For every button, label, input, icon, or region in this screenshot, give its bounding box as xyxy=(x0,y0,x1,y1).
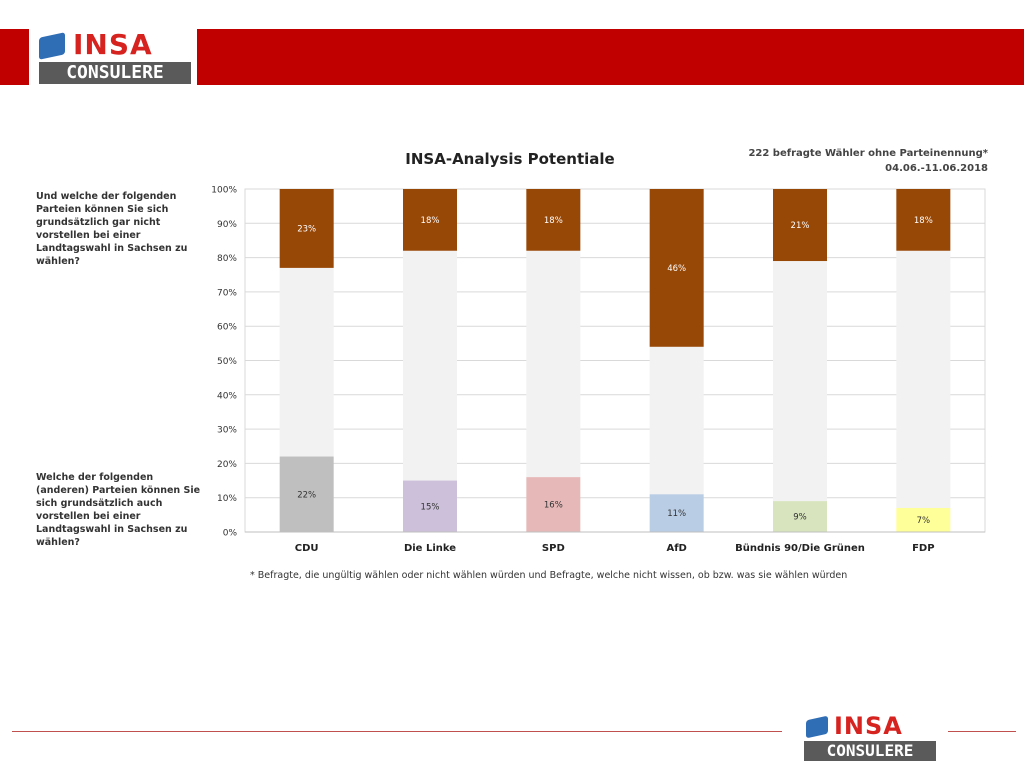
y-tick-label: 60% xyxy=(217,323,237,333)
bar-middle-segment xyxy=(526,250,581,478)
footnote: * Befragte, die ungültig wählen oder nic… xyxy=(250,570,848,581)
potential-value-label: 9% xyxy=(793,513,807,523)
y-tick-label: 100% xyxy=(211,186,237,196)
logo-insa-text: INSA xyxy=(73,28,153,61)
footer-line-left xyxy=(12,731,782,732)
y-tick-label: 30% xyxy=(217,426,237,436)
bar-rejection-segment xyxy=(526,189,581,251)
bar-middle-segment xyxy=(403,250,457,481)
header-logo: INSA CONSULERE xyxy=(29,29,197,85)
y-tick-label: 20% xyxy=(217,460,237,470)
sample-info: 222 befragte Wähler ohne Parteinennung* xyxy=(748,148,988,159)
y-tick-label: 50% xyxy=(217,357,237,367)
potential-value-label: 11% xyxy=(667,509,686,519)
x-category-label: AfD xyxy=(666,543,686,554)
rejection-value-label: 18% xyxy=(421,216,440,226)
bar-potential-segment xyxy=(773,501,827,532)
y-tick-label: 10% xyxy=(217,494,237,504)
bar-rejection-segment xyxy=(649,189,704,347)
chart-title: INSA-Analysis Potentiale xyxy=(405,150,615,168)
footer-line-right xyxy=(948,731,1016,732)
x-category-label: CDU xyxy=(295,543,319,554)
bar-rejection-segment xyxy=(896,189,951,251)
bar-potential-segment xyxy=(279,456,334,532)
bar-middle-segment xyxy=(279,267,334,457)
bar-potential-segment xyxy=(526,477,581,532)
rejection-value-label: 21% xyxy=(791,221,810,231)
footer-logo-cube-icon xyxy=(806,715,828,739)
y-tick-label: 40% xyxy=(217,391,237,401)
survey-dates: 04.06.-11.06.2018 xyxy=(885,163,988,174)
y-tick-label: 90% xyxy=(217,220,237,230)
bar-rejection-segment xyxy=(403,189,457,251)
logo-consulere-text: CONSULERE xyxy=(39,62,191,84)
rejection-value-label: 23% xyxy=(297,224,316,234)
x-category-label: FDP xyxy=(912,543,934,554)
bar-rejection-segment xyxy=(279,189,334,268)
rejection-value-label: 18% xyxy=(544,216,563,226)
bar-potential-segment xyxy=(649,494,704,532)
footer-logo-consulere-text: CONSULERE xyxy=(804,741,936,761)
question-rejection: Und welche der folgenden Parteien können… xyxy=(36,191,188,267)
bar-rejection-segment xyxy=(773,189,827,262)
bar-potential-segment xyxy=(896,507,951,532)
x-category-label: SPD xyxy=(542,543,565,554)
potential-value-label: 22% xyxy=(297,490,316,500)
x-category-label: Die Linke xyxy=(404,543,456,554)
bar-middle-segment xyxy=(649,346,704,495)
footer-logo: INSA CONSULERE xyxy=(800,712,940,762)
x-category-label: Bündnis 90/Die Grünen xyxy=(735,543,865,554)
stacked-bar-chart: 0% 10% 20% 30% 40% 50% 60% 70% 80% 90% 100% 22% 23% C… xyxy=(211,186,986,554)
footer-logo-insa-text: INSA xyxy=(834,712,903,740)
y-tick-label: 0% xyxy=(223,529,238,539)
bar-middle-segment xyxy=(773,261,827,502)
rejection-value-label: 18% xyxy=(914,216,933,226)
potential-value-label: 15% xyxy=(421,502,440,512)
y-tick-label: 70% xyxy=(217,288,237,298)
rejection-value-label: 46% xyxy=(667,264,686,274)
bar-potential-segment xyxy=(403,480,457,532)
potential-value-label: 16% xyxy=(544,501,563,511)
potential-value-label: 7% xyxy=(917,516,931,526)
question-potential: Welche der folgenden (anderen) Parteien … xyxy=(36,472,201,548)
bar-middle-segment xyxy=(896,250,951,508)
y-tick-label: 80% xyxy=(217,254,237,264)
